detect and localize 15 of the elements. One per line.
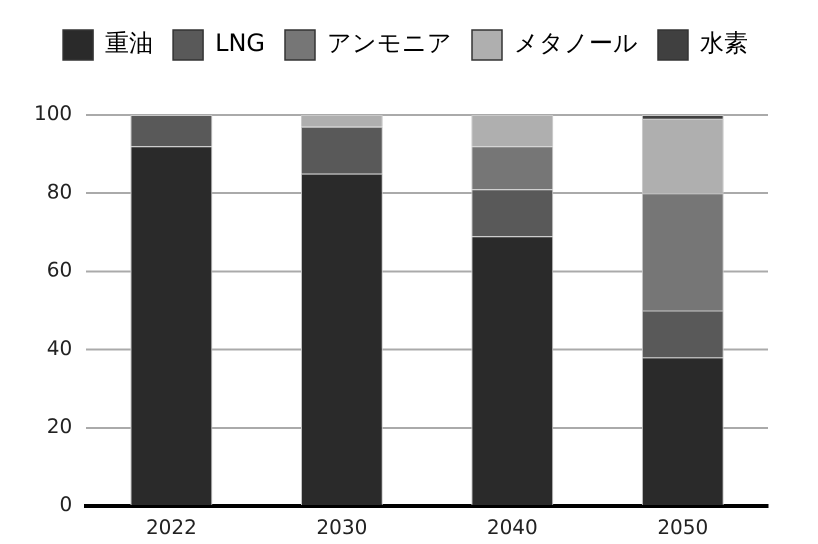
- legend-label: 水素: [700, 29, 748, 58]
- x-tick-label: 2040: [486, 515, 538, 540]
- y-tick-label: 80: [46, 179, 72, 204]
- y-tick-label: 0: [59, 492, 72, 516]
- y-tick-label: 40: [46, 336, 72, 360]
- y-tick-label: 20: [46, 414, 72, 438]
- legend-label: メタノール: [514, 29, 638, 58]
- y-tick-label: 100: [34, 101, 72, 126]
- y-tick-label: 60: [46, 258, 72, 282]
- x-tick-label: 2050: [657, 515, 708, 540]
- legend-label: 重油: [105, 29, 154, 58]
- legend-label: LNG: [215, 29, 265, 58]
- x-tick-label: 2030: [316, 515, 368, 540]
- x-tick-label: 2022: [146, 515, 197, 540]
- legend-label: アンモニア: [327, 29, 452, 58]
